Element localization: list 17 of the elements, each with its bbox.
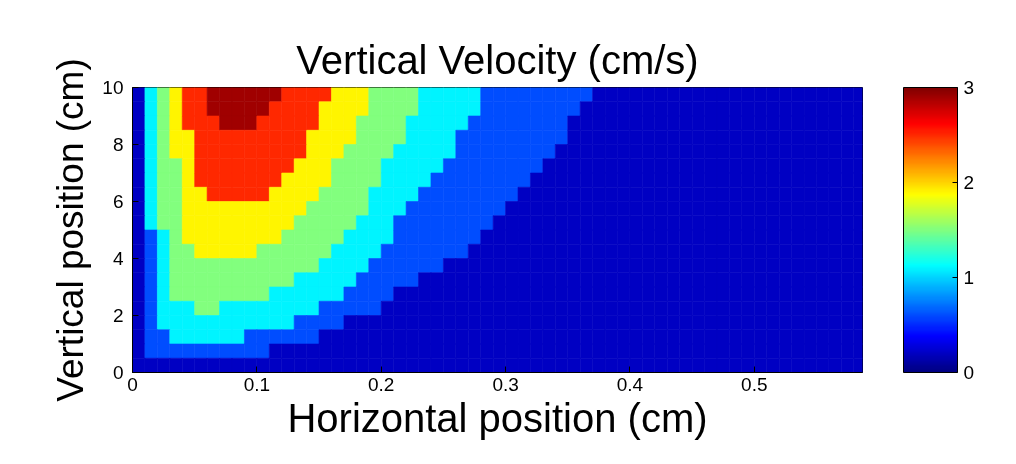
chart-title: Vertical Velocity (cm/s)	[296, 37, 699, 82]
x-tick-label: 0.1	[243, 373, 271, 395]
x-tick-label: 0.2	[368, 373, 395, 395]
color-bar-label: 3	[963, 77, 975, 98]
color-bar-label: 2	[963, 172, 975, 193]
y-axis-title: Vertical position (cm)	[50, 58, 92, 402]
y-tick-label: 8	[112, 134, 124, 155]
y-tick-label: 6	[112, 191, 124, 212]
x-tick-label: 0	[127, 373, 138, 395]
x-tick-label: 0.3	[492, 373, 519, 395]
x-tick-label: 0.4	[616, 373, 644, 395]
y-tick-label: 10	[102, 77, 124, 98]
y-tick-label: 4	[112, 248, 124, 269]
x-tick-label: 0.5	[741, 373, 768, 395]
color-bar-label: 1	[963, 267, 975, 288]
x-axis-title: Horizontal position (cm)	[287, 395, 708, 440]
y-tick-label: 2	[112, 305, 124, 326]
